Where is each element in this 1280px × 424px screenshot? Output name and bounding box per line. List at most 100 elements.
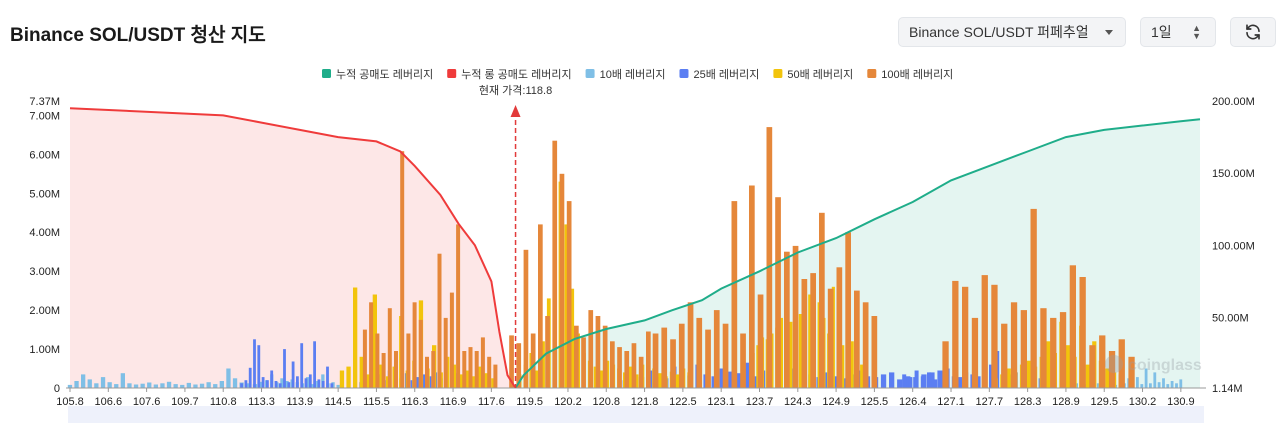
bar-e5873a-3-7 bbox=[1010, 302, 1018, 388]
bar-5b7ef2-0-3 bbox=[253, 339, 256, 388]
bar-7fbfe6-0-10 bbox=[133, 384, 139, 388]
bar-5b7ef2-3-2 bbox=[914, 370, 919, 388]
bar-e5873a-0-4 bbox=[387, 308, 392, 388]
bar-e5873a-0-3 bbox=[381, 353, 386, 388]
bar-e5873a-0-20 bbox=[487, 356, 492, 388]
bar-5b7ef2-2-25 bbox=[824, 372, 830, 388]
bar-e5873a-3-13 bbox=[1069, 265, 1076, 388]
bar-7fbfe6-0-16 bbox=[173, 384, 178, 388]
bar-5b7ef2-2-15 bbox=[743, 362, 750, 388]
bar-e5873a-1-10 bbox=[581, 337, 586, 388]
bar-f2c40c-1-4 bbox=[541, 341, 545, 388]
x-tick-label-20: 124.9 bbox=[822, 396, 850, 408]
bar-e5873a-3-12 bbox=[1059, 312, 1067, 388]
bar-5b7ef2-0-19 bbox=[321, 381, 325, 388]
bar-f2c40c-2-10 bbox=[798, 314, 802, 388]
bar-5b7ef2-0-6 bbox=[266, 380, 269, 388]
bar-7fbfe6-0-24 bbox=[226, 368, 231, 388]
refresh-button[interactable] bbox=[1230, 17, 1276, 47]
legend-swatch-5 bbox=[867, 69, 877, 78]
bar-7fbfe6-0-12 bbox=[147, 382, 152, 388]
short_cumulative-line bbox=[514, 118, 1201, 389]
x-tick-label-5: 113.3 bbox=[248, 396, 275, 408]
x-tick-label-14: 120.8 bbox=[593, 396, 621, 408]
bar-5b7ef2-2-26 bbox=[832, 376, 838, 388]
x-tick-label-24: 127.7 bbox=[976, 396, 1004, 408]
bar-7fbfe6-2-15 bbox=[1136, 377, 1139, 388]
bar-f2c40c-0-22 bbox=[484, 373, 489, 388]
legend-label-4: 50배 레버리지 bbox=[787, 68, 853, 81]
bar-7fbfe6-2-23 bbox=[1170, 381, 1174, 388]
bar-e5873a-3-4 bbox=[981, 275, 988, 388]
bar-7fbfe6-0-14 bbox=[160, 383, 165, 388]
bar-e5873a-3-8 bbox=[1020, 310, 1027, 388]
bar-7fbfe6-0-21 bbox=[206, 382, 211, 388]
bar-5b7ef2-0-20 bbox=[326, 366, 329, 388]
bar-7fbfe6-0-6 bbox=[107, 382, 112, 388]
right-tick-label-1: 50.00M bbox=[1212, 312, 1249, 324]
bar-e5873a-2-4 bbox=[687, 302, 694, 388]
bar-e5873a-1-9 bbox=[574, 325, 579, 388]
bar-7fbfe6-2-20 bbox=[1157, 382, 1161, 388]
bar-f2c40c-0-2 bbox=[353, 287, 358, 388]
bar-e5873a-3-10 bbox=[1040, 308, 1047, 388]
bar-5b7ef2-0-12 bbox=[291, 361, 295, 388]
x-tick-label-17: 123.1 bbox=[707, 396, 735, 408]
bar-f2c40c-1-20 bbox=[634, 374, 639, 388]
bar-7fbfe6-0-18 bbox=[186, 382, 191, 388]
bar-e5873a-3-11 bbox=[1050, 317, 1057, 388]
bar-f2c40c-0-20 bbox=[471, 376, 476, 388]
bar-7fbfe6-2-6 bbox=[1096, 383, 1100, 388]
bar-e5873a-0-6 bbox=[400, 151, 405, 388]
right-tick-label-4: 200.00M bbox=[1212, 96, 1255, 108]
bar-e5873a-0-2 bbox=[375, 333, 380, 388]
bar-7fbfe6-0-17 bbox=[180, 384, 185, 388]
x-scroll-track[interactable] bbox=[68, 406, 1204, 423]
bar-7fbfe6-2-25 bbox=[1179, 379, 1183, 388]
left-tick-label-4: 4.00M bbox=[29, 227, 60, 239]
x-tick-label-22: 126.4 bbox=[899, 396, 927, 408]
bar-7fbfe6-2-24 bbox=[1175, 383, 1178, 388]
bar-f2c40c-1-3 bbox=[535, 370, 539, 388]
left-tick-label-7: 7.00M bbox=[29, 110, 60, 122]
bar-f2c40c-3-5 bbox=[1026, 360, 1031, 388]
bar-5b7ef2-2-34 bbox=[897, 379, 903, 388]
bar-5b7ef2-2-12 bbox=[719, 368, 725, 388]
x-tick-label-8: 115.5 bbox=[363, 396, 390, 408]
period-select-value: 1일 bbox=[1151, 24, 1172, 40]
bar-5b7ef2-0-13 bbox=[296, 376, 299, 388]
bar-f2c40c-2-6 bbox=[779, 317, 783, 388]
bar-e5873a-1-2 bbox=[523, 249, 529, 388]
bar-7fbfe6-0-19 bbox=[193, 384, 198, 388]
bar-5b7ef2-3-12 bbox=[976, 376, 981, 388]
legend-label-3: 25배 레버리지 bbox=[693, 68, 759, 81]
bar-e5873a-2-25 bbox=[871, 316, 878, 388]
bar-e5873a-2-19 bbox=[819, 212, 825, 388]
bar-5b7ef2-0-2 bbox=[248, 367, 252, 388]
bar-7fbfe6-0-5 bbox=[100, 377, 106, 388]
bar-5b7ef2-3-4 bbox=[927, 372, 931, 388]
bar-7fbfe6-0-7 bbox=[114, 384, 119, 388]
x-tick-label-10: 116.9 bbox=[440, 396, 467, 408]
period-select[interactable]: 1일 ▲ ▼ bbox=[1140, 17, 1216, 47]
bar-5b7ef2-1-10 bbox=[416, 377, 420, 388]
x-tick-label-9: 116.3 bbox=[401, 396, 428, 408]
bar-7fbfe6-1-4 bbox=[280, 378, 284, 388]
bar-f2c40c-0-19 bbox=[464, 370, 470, 388]
bar-5b7ef2-0-16 bbox=[308, 374, 312, 388]
left-tick-label-1: 1.00M bbox=[29, 344, 60, 356]
bar-e5873a-1-13 bbox=[602, 325, 608, 388]
bar-7fbfe6-0-25 bbox=[232, 378, 238, 388]
bar-e5873a-0-19 bbox=[480, 337, 485, 388]
legend-swatch-0 bbox=[322, 69, 331, 78]
legend-swatch-4 bbox=[773, 69, 783, 78]
exchange-select[interactable]: Binance SOL/USDT 퍼페추얼 bbox=[898, 17, 1126, 47]
bar-7fbfe6-0-9 bbox=[127, 383, 132, 388]
chevron-updown-icon: ▲ ▼ bbox=[1192, 23, 1201, 41]
bar-e5873a-1-16 bbox=[624, 351, 630, 388]
bar-e5873a-3-3 bbox=[971, 317, 979, 388]
x-tick-label-15: 121.8 bbox=[631, 396, 659, 408]
bar-e5873a-1-0 bbox=[509, 335, 514, 388]
x-tick-label-16: 122.5 bbox=[669, 396, 697, 408]
bar-5b7ef2-0-5 bbox=[261, 377, 265, 388]
